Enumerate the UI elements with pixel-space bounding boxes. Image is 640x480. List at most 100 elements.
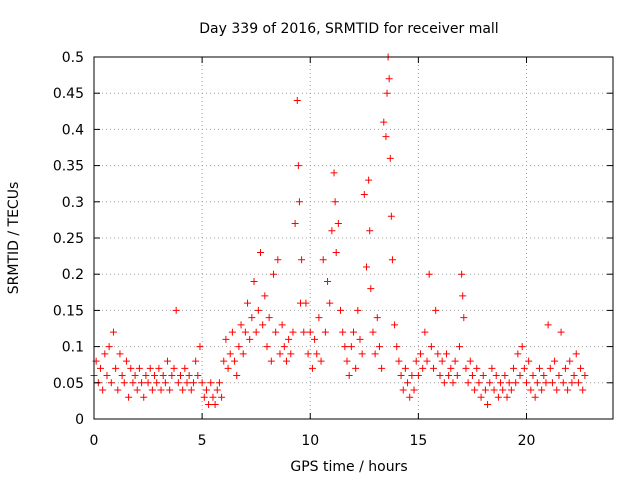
data-point [164,357,172,365]
data-point [425,270,433,278]
data-point [127,364,135,372]
data-point [220,357,228,365]
data-point [185,372,193,380]
data-point [559,379,567,387]
data-point [112,364,120,372]
data-point [477,393,485,401]
data-point [401,364,409,372]
data-point [533,379,541,387]
data-point [388,256,396,264]
data-point [514,350,522,358]
data-point [414,372,422,380]
data-point [215,379,223,387]
data-point [129,379,137,387]
data-point [218,393,226,401]
data-point [542,379,550,387]
data-point [116,350,124,358]
axis-ticks [93,56,613,420]
data-point [505,379,513,387]
data-point [362,263,370,271]
data-point [261,292,269,300]
data-point [244,299,252,307]
data-point [274,256,282,264]
data-point [432,306,440,314]
data-point [295,198,303,206]
data-point [337,306,345,314]
data-point [421,328,429,336]
data-point [114,386,122,394]
data-point [551,357,559,365]
data-point [289,328,297,336]
data-point [581,372,589,380]
y-tick-label: 0.3 [62,195,84,211]
data-point [397,372,405,380]
data-point [427,343,435,351]
data-point [168,372,176,380]
data-point [138,379,146,387]
data-point [471,386,479,394]
data-point [166,386,174,394]
data-point [267,357,275,365]
data-point [334,220,342,228]
data-point [484,401,492,409]
data-point [360,191,368,199]
data-point [561,364,569,372]
data-point [198,379,206,387]
data-point [183,379,191,387]
data-point [259,321,267,329]
data-point [140,393,148,401]
data-point [96,364,104,372]
data-point [459,292,467,300]
data-point [107,379,115,387]
data-point [287,350,295,358]
data-point [282,357,290,365]
data-point [237,321,245,329]
data-point [501,372,509,380]
data-point [125,393,133,401]
data-point [462,364,470,372]
data-point [455,343,463,351]
data-point [151,372,159,380]
data-point [103,372,111,380]
data-point [101,350,109,358]
y-tick-labels: 0 0.05 0.1 0.15 0.2 0.25 0.3 0.35 0.4 0.45 0.5 [53,50,84,428]
data-point [464,379,472,387]
data-point [231,357,239,365]
data-point [300,328,308,336]
data-point [263,343,271,351]
data-point [393,343,401,351]
data-point [458,270,466,278]
data-point [473,364,481,372]
data-point [331,198,339,206]
data-point [365,176,373,184]
data-point [202,386,210,394]
y-tick-label: 0.35 [53,159,84,175]
data-point [194,372,202,380]
data-point [205,401,213,409]
data-point [341,343,349,351]
data-point [371,350,379,358]
y-tick-label: 0.25 [53,231,84,247]
data-point [391,321,399,329]
data-point [269,270,277,278]
data-point [497,379,505,387]
data-point [174,379,182,387]
data-point [211,401,219,409]
data-point [254,306,262,314]
data-point [118,372,126,380]
data-point [434,350,442,358]
y-tick-label: 0.45 [53,86,84,102]
data-point [304,350,312,358]
data-point [453,372,461,380]
data-point [189,379,197,387]
data-point [200,393,208,401]
data-point [265,314,273,322]
data-point [347,343,355,351]
data-point [343,357,351,365]
data-point [319,256,327,264]
data-point [566,357,574,365]
data-point [540,372,548,380]
data-point [222,335,230,343]
data-point [356,335,364,343]
data-point [170,364,178,372]
